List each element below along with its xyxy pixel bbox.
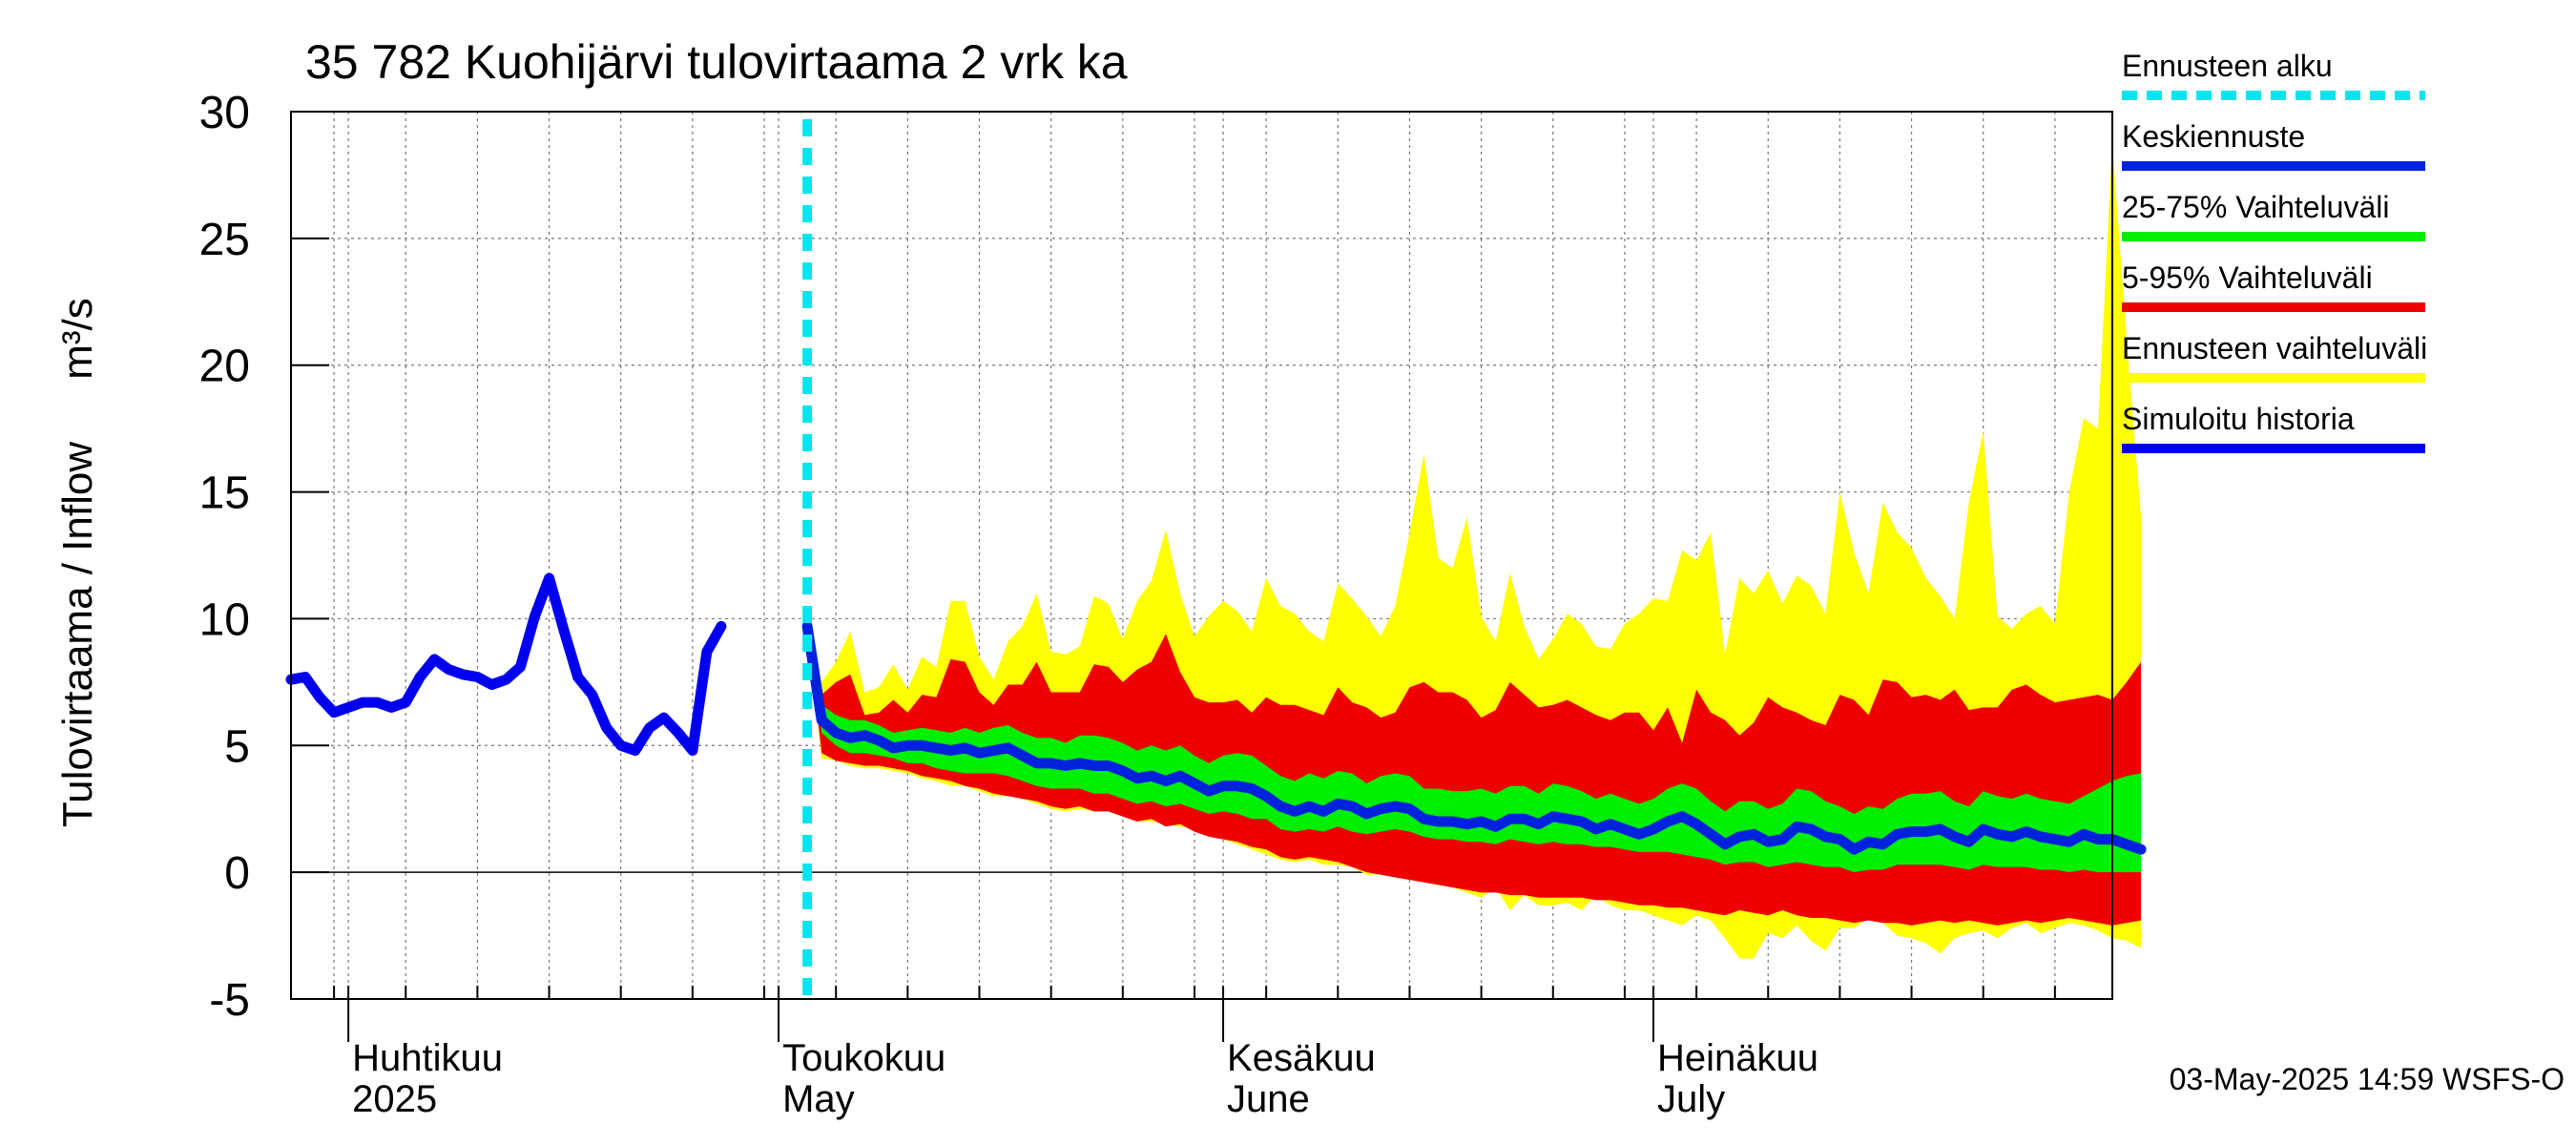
month-label-fi: Kesäkuu — [1227, 1037, 1376, 1079]
y-tick-label: 30 — [199, 88, 250, 138]
month-label-fi: Huhtikuu — [352, 1037, 503, 1079]
footer-timestamp: 03-May-2025 14:59 WSFS-O — [2170, 1062, 2565, 1096]
month-label-en: June — [1227, 1078, 1310, 1120]
month-label-en: May — [782, 1078, 855, 1120]
y-tick-label: 20 — [199, 342, 250, 392]
y-axis-label: Tulovirtaama / Inflow — [54, 442, 101, 828]
y-axis-unit: m³/s — [54, 298, 101, 380]
simulated-history-line — [285, 572, 727, 757]
month-label-en: 2025 — [352, 1078, 437, 1120]
legend: Ennusteen alku Keskiennuste 25-75% Vaihtel… — [2122, 49, 2427, 453]
y-tick-label: 25 — [199, 215, 250, 265]
y-tick-label: 10 — [199, 594, 250, 645]
forecast-bands — [807, 141, 2142, 959]
y-tick-label: 0 — [224, 848, 250, 899]
band-25-75 — [807, 626, 2142, 873]
legend-label: 5-95% Vaihteluväli — [2122, 260, 2373, 295]
y-tick-label: 15 — [199, 468, 250, 519]
y-tick-labels: -5 0 5 10 15 20 25 30 — [199, 88, 250, 1026]
legend-label: 25-75% Vaihteluväli — [2122, 190, 2389, 224]
month-label-en: July — [1657, 1078, 1725, 1120]
legend-label: Ennusteen vaihteluväli — [2122, 331, 2427, 365]
y-tick-label: 5 — [224, 721, 250, 772]
legend-label: Ennusteen alku — [2122, 49, 2333, 83]
month-label-fi: Toukokuu — [782, 1037, 945, 1079]
plot-frame — [290, 111, 2113, 1000]
legend-label: Keskiennuste — [2122, 119, 2305, 154]
series-lines — [285, 119, 2147, 999]
legend-label: Simuloitu historia — [2122, 402, 2355, 436]
y-tick-label: -5 — [209, 975, 250, 1026]
chart-title: 35 782 Kuohijärvi tulovirtaama 2 vrk ka — [305, 35, 1128, 89]
median-forecast-line — [801, 620, 2147, 855]
month-label-fi: Heinäkuu — [1657, 1037, 1818, 1079]
